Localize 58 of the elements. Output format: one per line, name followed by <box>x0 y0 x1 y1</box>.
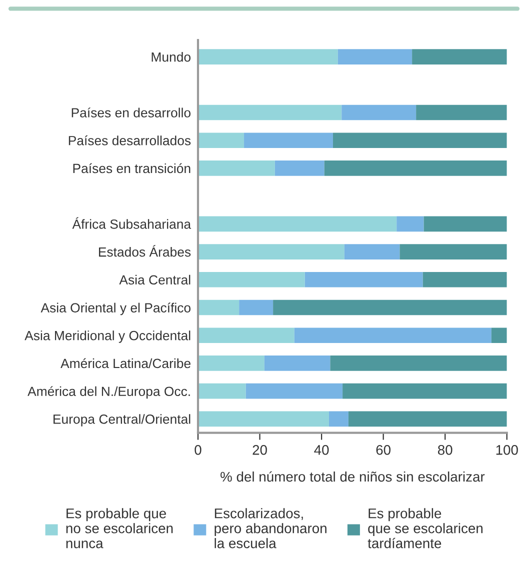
bar <box>491 328 507 344</box>
bar <box>198 216 397 232</box>
bar <box>348 411 507 427</box>
legend-label: Es probable que se escolaricen tardíamente <box>368 508 482 548</box>
bar <box>273 300 507 316</box>
bar <box>338 49 412 64</box>
bar <box>198 272 305 288</box>
y-tick-label: Países en desarrollo <box>72 108 191 118</box>
bar <box>244 132 333 148</box>
bar <box>198 300 240 316</box>
bar <box>198 160 275 176</box>
bar <box>198 132 244 148</box>
bar <box>239 300 274 316</box>
y-tick-label: Asia Central <box>119 274 190 285</box>
bar <box>342 104 416 120</box>
bar <box>198 383 246 399</box>
x-tick-label: 80 <box>438 445 452 455</box>
y-tick-label: Asia Oriental y el Pacífico <box>40 302 191 316</box>
y-tick-label: América del N./Europa Occ. <box>28 386 190 399</box>
bar <box>198 49 338 64</box>
bar <box>328 411 348 427</box>
y-tick-label: Mundo <box>152 52 191 62</box>
bar <box>198 356 264 371</box>
y-tick-label: Europa Central/Oriental <box>54 414 190 426</box>
bar <box>198 328 294 344</box>
x-tick-label: 40 <box>314 445 329 455</box>
y-tick-label: África Subsahariana <box>72 217 192 229</box>
y-tick-label: América Latina/Caribe <box>60 358 190 368</box>
x-tick-label: 100 <box>496 445 518 455</box>
y-tick-label: Países desarrollados <box>68 135 191 146</box>
bar <box>198 104 342 120</box>
bar <box>304 272 423 288</box>
y-tick-label: Países en transición <box>73 163 190 174</box>
bar <box>424 216 507 232</box>
legend-label: Escolarizados, pero abandonaron la escuela <box>214 508 326 548</box>
bar <box>342 383 507 399</box>
x-tick-label: 60 <box>376 445 391 455</box>
bar <box>412 49 507 64</box>
bar <box>274 160 324 176</box>
bar <box>422 272 507 288</box>
bar <box>332 132 507 148</box>
bar <box>330 356 507 371</box>
bar <box>344 244 400 260</box>
x-tick-label: 20 <box>252 445 267 455</box>
y-tick-label: Estados Árabes <box>98 245 191 257</box>
legend-label: Es probable que no se escolaricen nunca <box>66 508 173 548</box>
bar <box>198 244 344 260</box>
bar <box>416 104 507 120</box>
x-axis-title: % del número total de niños sin escolarizar <box>220 471 485 482</box>
y-tick-label: Asia Meridional y Occidental <box>24 330 190 343</box>
bar <box>396 216 424 232</box>
bar <box>324 160 507 176</box>
bar <box>264 356 330 371</box>
bar <box>400 244 507 260</box>
bar <box>198 411 329 427</box>
bar <box>294 328 492 344</box>
bar <box>246 383 343 399</box>
x-tick-label: 0 <box>194 445 202 455</box>
